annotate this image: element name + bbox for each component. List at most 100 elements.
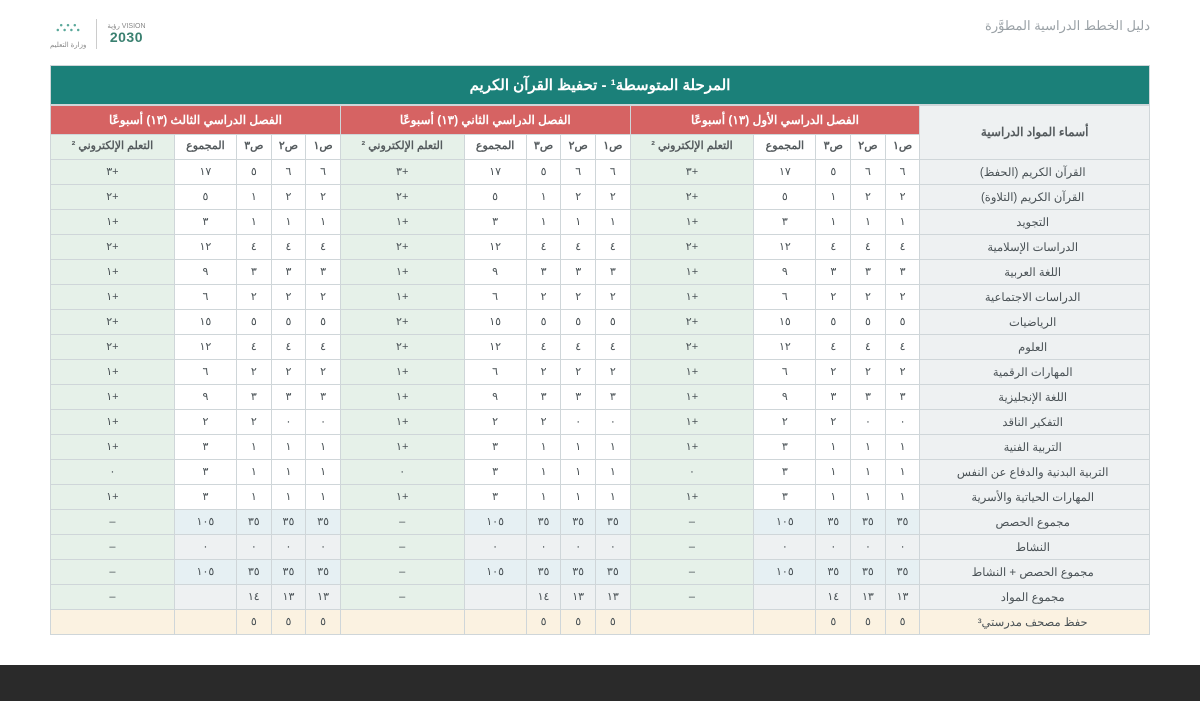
data-cell: ١: [271, 484, 306, 509]
table-row: القرآن الكريم (الحفظ)٦٦٥١٧+٣٦٦٥١٧+٣٦٦٥١٧…: [51, 159, 1150, 184]
data-cell: ٣: [851, 259, 886, 284]
data-cell: ٩: [174, 384, 236, 409]
data-cell: ١٣: [306, 584, 341, 609]
data-cell: ٩: [464, 259, 526, 284]
col-elearn: التعلم الإلكتروني ²: [630, 135, 754, 160]
data-cell: ٣: [174, 209, 236, 234]
data-cell: ٦: [851, 159, 886, 184]
data-cell: ٦: [561, 159, 596, 184]
data-cell: ٢: [816, 284, 851, 309]
data-cell: ٤: [596, 334, 631, 359]
table-row: مجموع الحصص + النشاط٣٥٣٥٣٥١٠٥–٣٥٣٥٣٥١٠٥–…: [51, 559, 1150, 584]
data-cell: ٢: [885, 359, 920, 384]
data-cell: +١: [630, 484, 754, 509]
data-cell: ١: [271, 459, 306, 484]
data-cell: ١٤: [816, 584, 851, 609]
data-cell: ٢: [561, 284, 596, 309]
data-cell: ٥: [526, 309, 561, 334]
data-cell: ١٣: [271, 584, 306, 609]
data-cell: +١: [51, 434, 175, 459]
data-cell: ٢: [271, 359, 306, 384]
col-g3: ص٣: [236, 135, 271, 160]
data-cell: +٢: [51, 184, 175, 209]
data-cell: ١٥: [174, 309, 236, 334]
col-g1: ص١: [885, 135, 920, 160]
data-cell: ٥: [754, 184, 816, 209]
data-cell: –: [51, 559, 175, 584]
data-cell: ٥: [526, 159, 561, 184]
data-cell: ٢: [851, 284, 886, 309]
data-cell: ١٠٥: [174, 559, 236, 584]
table-row: المهارات الحياتية والأسرية١١١٣+١١١١٣+١١١…: [51, 484, 1150, 509]
data-cell: ١: [526, 184, 561, 209]
data-cell: ٥: [306, 609, 341, 634]
data-cell: ٣: [754, 209, 816, 234]
data-cell: +٢: [51, 309, 175, 334]
data-cell: ٥: [464, 184, 526, 209]
data-cell: ١: [851, 484, 886, 509]
data-cell: ٢: [596, 184, 631, 209]
moe-icon: [51, 18, 85, 42]
data-cell: ١: [306, 209, 341, 234]
data-cell: +٢: [51, 334, 175, 359]
data-cell: ٢: [851, 359, 886, 384]
data-cell: ٣٥: [851, 559, 886, 584]
data-cell: ٠: [464, 534, 526, 559]
data-cell: ١: [596, 209, 631, 234]
data-cell: +٢: [630, 184, 754, 209]
data-cell: ٢: [236, 359, 271, 384]
data-cell: ١٠٥: [464, 559, 526, 584]
data-cell: ٣٥: [271, 509, 306, 534]
data-cell: ١: [596, 434, 631, 459]
subject-cell: العلوم: [920, 334, 1150, 359]
data-cell: ٢: [561, 359, 596, 384]
data-cell: ١: [851, 209, 886, 234]
data-cell: ١٣: [596, 584, 631, 609]
data-cell: ٦: [464, 359, 526, 384]
data-cell: ٤: [526, 334, 561, 359]
data-cell: ١٥: [754, 309, 816, 334]
data-cell: ١: [816, 434, 851, 459]
data-cell: ٥: [596, 309, 631, 334]
data-cell: ٢: [526, 359, 561, 384]
data-cell: ٢: [526, 409, 561, 434]
data-cell: ٣٥: [596, 509, 631, 534]
data-cell: ١٠٥: [754, 559, 816, 584]
table-row: الدراسات الإسلامية٤٤٤١٢+٢٤٤٤١٢+٢٤٤٤١٢+٢: [51, 234, 1150, 259]
data-cell: ٠: [51, 459, 175, 484]
data-cell: ٣٥: [306, 509, 341, 534]
data-cell: ٠: [306, 409, 341, 434]
data-cell: +١: [51, 259, 175, 284]
data-cell: ٠: [596, 409, 631, 434]
data-cell: ٥: [851, 309, 886, 334]
data-cell: ٠: [630, 459, 754, 484]
data-cell: ٦: [174, 284, 236, 309]
data-cell: ٤: [561, 234, 596, 259]
data-cell: ٣: [885, 384, 920, 409]
data-cell: ٣: [236, 384, 271, 409]
subject-cell: المهارات الرقمية: [920, 359, 1150, 384]
table-row: اللغة الإنجليزية٣٣٣٩+١٣٣٣٩+١٣٣٣٩+١: [51, 384, 1150, 409]
data-cell: +٢: [340, 309, 464, 334]
data-cell: ٥: [561, 609, 596, 634]
data-cell: +١: [51, 359, 175, 384]
data-cell: ١: [526, 209, 561, 234]
data-cell: ٣٥: [561, 559, 596, 584]
data-cell: ٦: [754, 284, 816, 309]
data-cell: ٥: [561, 309, 596, 334]
data-cell: ١: [816, 184, 851, 209]
data-cell: ٢: [596, 359, 631, 384]
data-cell: [51, 609, 175, 634]
data-cell: ٣٥: [851, 509, 886, 534]
data-cell: ١٠٥: [174, 509, 236, 534]
data-cell: +١: [630, 434, 754, 459]
data-cell: ١: [596, 484, 631, 509]
data-cell: ٢: [271, 184, 306, 209]
table-row: مجموع الحصص٣٥٣٥٣٥١٠٥–٣٥٣٥٣٥١٠٥–٣٥٣٥٣٥١٠٥…: [51, 509, 1150, 534]
data-cell: ٣: [526, 384, 561, 409]
data-cell: ١: [561, 459, 596, 484]
data-cell: +١: [51, 384, 175, 409]
data-cell: +١: [630, 409, 754, 434]
data-cell: ٢: [754, 409, 816, 434]
data-cell: ٢: [306, 359, 341, 384]
